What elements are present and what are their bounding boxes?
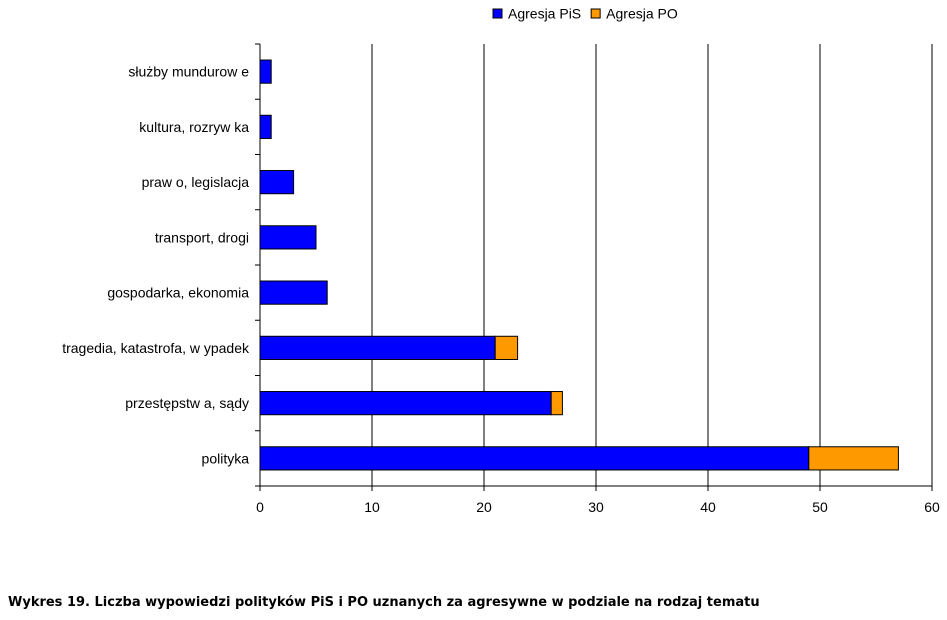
x-tick-label: 40: [700, 499, 716, 515]
bar-pis: [259, 335, 496, 360]
bar-pis: [259, 446, 810, 471]
x-tick-label: 20: [476, 499, 492, 515]
x-tick-label: 0: [256, 499, 264, 515]
y-tick-label: tragedia, katastrofa, w ypadek: [62, 340, 250, 356]
x-tick-label: 30: [588, 499, 604, 515]
bar-pis: [259, 59, 272, 84]
legend-label-po: Agresja PO: [606, 6, 678, 22]
x-tick-label: 10: [364, 499, 380, 515]
bar-po: [808, 446, 899, 471]
y-tick-label: gospodarka, ekonomia: [107, 285, 249, 301]
bar-po: [494, 335, 519, 360]
legend-label-pis: Agresja PiS: [508, 6, 581, 22]
y-tick-label: przestępstw a, sądy: [125, 395, 249, 411]
bar-pis: [259, 225, 317, 250]
y-tick-label: kultura, rozryw ka: [139, 119, 249, 135]
y-tick-label: transport, drogi: [155, 229, 249, 245]
bar-pis: [259, 170, 295, 195]
x-tick-label: 50: [812, 499, 828, 515]
x-tick-label: 60: [924, 499, 940, 515]
bar-pis: [259, 114, 272, 139]
y-tick-label: polityka: [202, 450, 250, 466]
y-tick-label: praw o, legislacja: [142, 174, 250, 190]
legend-swatch-po: [590, 8, 601, 19]
bar-pis: [259, 280, 328, 305]
bar-pis: [259, 391, 552, 416]
chart-caption: Wykres 19. Liczba wypowiedzi polityków P…: [8, 595, 760, 610]
y-tick-label: służby mundurow e: [128, 64, 249, 80]
legend-swatch-pis: [492, 8, 503, 19]
bar-chart: 0 10 20 30 40 50 60 służby mundurow e kultura, r…: [62, 6, 940, 516]
bar-po: [550, 391, 563, 416]
